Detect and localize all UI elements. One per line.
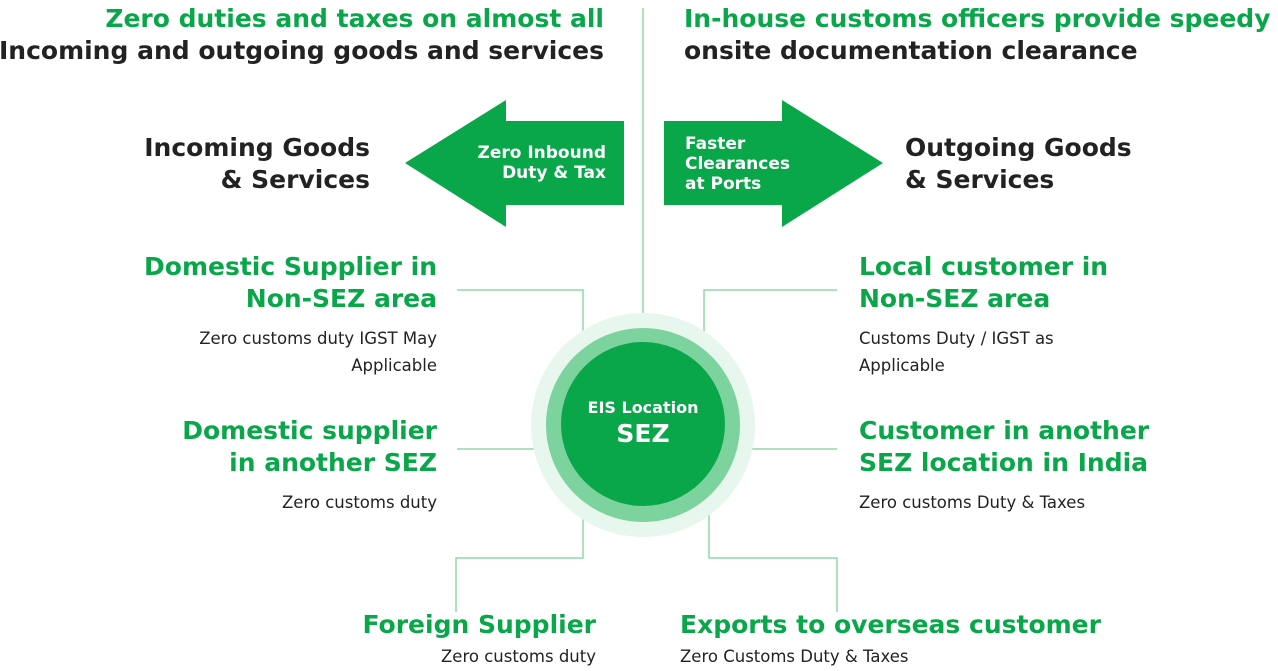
node-desc: Zero Customs Duty & Taxes — [680, 647, 909, 666]
center-sez-circle: EIS Location SEZ — [561, 342, 725, 506]
incoming-goods-label: Incoming Goods & Services — [144, 132, 370, 196]
left-arrow-label: Zero Inbound Duty & Tax — [478, 143, 607, 183]
node-title: Customer in another — [859, 416, 1150, 445]
top-right-line2: onsite documentation clearance — [684, 36, 1138, 65]
top-left-line1: Zero duties and taxes on almost all — [105, 4, 604, 33]
top-right-heading: In-house customs officers provide speedy… — [684, 3, 1271, 67]
node-desc: Applicable — [859, 356, 945, 375]
right-arrow-line3: at Ports — [685, 174, 762, 194]
right-node-another-sez: Customer in another SEZ location in Indi… — [859, 415, 1149, 516]
outgoing-goods-label: Outgoing Goods & Services — [905, 132, 1132, 196]
right-arrow-label: Faster Clearances at Ports — [685, 134, 790, 194]
node-desc: Zero customs duty — [282, 493, 437, 512]
right-arrow-line1: Faster — [685, 134, 746, 154]
left-arrow-shape — [405, 100, 624, 227]
node-title: Non-SEZ area — [859, 284, 1051, 313]
bottom-node-exports: Exports to overseas customer Zero Custom… — [680, 609, 1101, 670]
top-left-line2: Incoming and outgoing goods and services — [0, 36, 604, 65]
outgoing-line1: Outgoing Goods — [905, 133, 1132, 162]
node-title: in another SEZ — [229, 448, 437, 477]
left-arrow-line2: Duty & Tax — [502, 163, 606, 183]
node-desc: Zero customs duty — [441, 647, 596, 666]
center-label: EIS Location — [587, 398, 699, 417]
node-title: Non-SEZ area — [245, 284, 437, 313]
incoming-line1: Incoming Goods — [144, 133, 370, 162]
node-title: Exports to overseas customer — [680, 610, 1101, 639]
center-title: SEZ — [616, 419, 670, 448]
top-right-line1: In-house customs officers provide speedy — [684, 4, 1271, 33]
top-left-heading: Zero duties and taxes on almost all Inco… — [0, 3, 604, 67]
node-title: Domestic Supplier in — [144, 252, 437, 281]
right-node-local-non-sez: Local customer in Non-SEZ area Customs D… — [859, 251, 1108, 379]
outgoing-line2: & Services — [905, 165, 1055, 194]
node-title: SEZ location in India — [859, 448, 1149, 477]
connector-bottom-left — [455, 495, 584, 612]
node-desc: Applicable — [351, 356, 437, 375]
node-title: Domestic supplier — [182, 416, 437, 445]
right-arrow-shape — [664, 100, 883, 227]
left-node-domestic-non-sez: Domestic Supplier in Non-SEZ area Zero c… — [144, 251, 437, 379]
node-desc: Zero customs Duty & Taxes — [859, 493, 1086, 512]
connector-bottom-right — [708, 495, 838, 612]
node-title: Foreign Supplier — [362, 610, 596, 639]
node-desc: Zero customs duty IGST May — [199, 329, 437, 348]
left-arrow-line1: Zero Inbound — [477, 143, 607, 163]
bottom-node-foreign-supplier: Foreign Supplier Zero customs duty — [362, 609, 596, 670]
node-title: Local customer in — [859, 252, 1109, 281]
incoming-line2: & Services — [220, 165, 370, 194]
right-arrow-line2: Clearances — [685, 154, 790, 174]
node-desc: Customs Duty / IGST as — [859, 329, 1054, 348]
left-node-another-sez: Domestic supplier in another SEZ Zero cu… — [182, 415, 437, 516]
